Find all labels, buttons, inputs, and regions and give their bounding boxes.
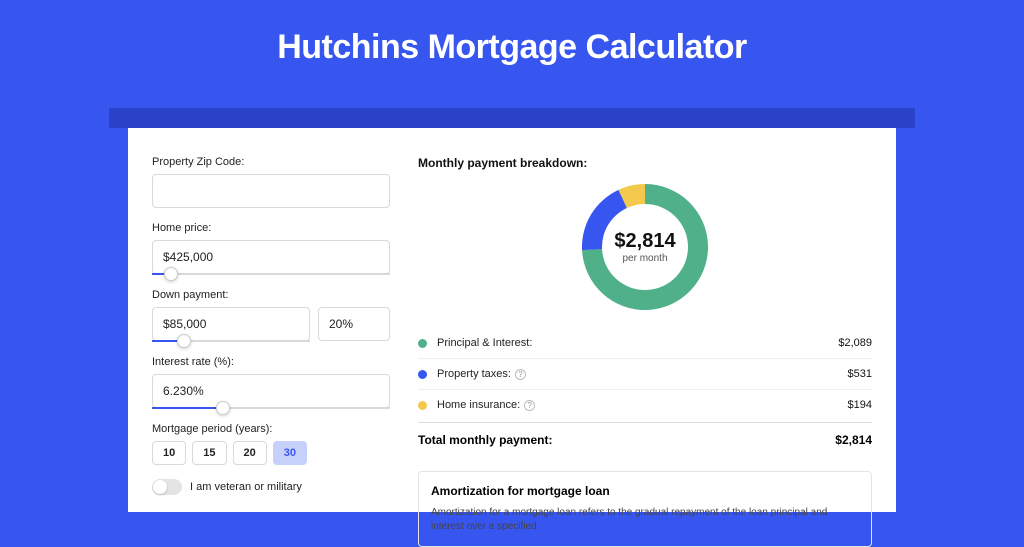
donut-center: $2,814 per month	[614, 230, 675, 264]
legend-row: Property taxes:?$531	[418, 359, 872, 390]
price-input[interactable]	[152, 240, 390, 274]
legend-dot	[418, 339, 427, 348]
veteran-toggle-knob	[153, 480, 167, 494]
legend-value: $2,089	[838, 337, 872, 349]
donut-chart: $2,814 per month	[418, 184, 872, 310]
zip-input[interactable]	[152, 174, 390, 208]
veteran-row: I am veteran or military	[152, 479, 390, 495]
period-field-group: Mortgage period (years): 1015 2030	[152, 423, 390, 465]
breakdown-title: Monthly payment breakdown:	[418, 156, 872, 170]
legend-dot	[418, 401, 427, 410]
down-pct-input[interactable]	[318, 307, 390, 341]
page-frame: Hutchins Mortgage Calculator Property Zi…	[0, 0, 1024, 512]
donut-sub: per month	[614, 253, 675, 264]
rate-input[interactable]	[152, 374, 390, 408]
total-row: Total monthly payment: $2,814	[418, 422, 872, 455]
help-icon[interactable]: ?	[515, 369, 526, 380]
period-option-20[interactable]: 20	[233, 441, 267, 465]
calculator-card: Property Zip Code: Home price: Down paym…	[128, 128, 896, 512]
veteran-toggle[interactable]	[152, 479, 182, 495]
amortization-text: Amortization for a mortgage loan refers …	[431, 506, 859, 534]
zip-field-group: Property Zip Code:	[152, 156, 390, 208]
legend-row: Home insurance:?$194	[418, 390, 872, 420]
input-column: Property Zip Code: Home price: Down paym…	[152, 156, 390, 512]
page-title: Hutchins Mortgage Calculator	[0, 0, 1024, 89]
amortization-box: Amortization for mortgage loan Amortizat…	[418, 471, 872, 547]
price-field-group: Home price:	[152, 222, 390, 275]
price-slider[interactable]	[152, 273, 390, 275]
total-label: Total monthly payment:	[418, 433, 835, 447]
donut-amount: $2,814	[614, 230, 675, 253]
total-value: $2,814	[835, 433, 872, 447]
veteran-label: I am veteran or military	[190, 481, 302, 493]
legend-row: Principal & Interest:$2,089	[418, 328, 872, 359]
down-amount-input[interactable]	[152, 307, 310, 341]
rate-label: Interest rate (%):	[152, 356, 390, 368]
breakdown-column: Monthly payment breakdown: $2,814 per mo…	[418, 156, 872, 512]
rate-field-group: Interest rate (%):	[152, 356, 390, 409]
down-slider-thumb[interactable]	[177, 334, 191, 348]
price-slider-thumb[interactable]	[164, 267, 178, 281]
legend-label: Home insurance:?	[437, 399, 848, 411]
down-slider[interactable]	[152, 340, 310, 342]
period-option-15[interactable]: 15	[192, 441, 226, 465]
card-shadow	[109, 108, 915, 128]
price-label: Home price:	[152, 222, 390, 234]
legend-label: Property taxes:?	[437, 368, 848, 380]
help-icon[interactable]: ?	[524, 400, 535, 411]
period-option-30[interactable]: 30	[273, 441, 307, 465]
legend-value: $194	[848, 399, 872, 411]
legend-value: $531	[848, 368, 872, 380]
legend: Principal & Interest:$2,089Property taxe…	[418, 328, 872, 420]
legend-label: Principal & Interest:	[437, 337, 838, 349]
rate-slider-thumb[interactable]	[216, 401, 230, 415]
amortization-title: Amortization for mortgage loan	[431, 484, 859, 498]
period-options: 1015 2030	[152, 441, 390, 465]
rate-slider[interactable]	[152, 407, 390, 409]
period-label: Mortgage period (years):	[152, 423, 390, 435]
zip-label: Property Zip Code:	[152, 156, 390, 168]
down-label: Down payment:	[152, 289, 390, 301]
down-field-group: Down payment:	[152, 289, 390, 342]
legend-dot	[418, 370, 427, 379]
period-option-10[interactable]: 10	[152, 441, 186, 465]
rate-slider-fill	[152, 407, 223, 409]
